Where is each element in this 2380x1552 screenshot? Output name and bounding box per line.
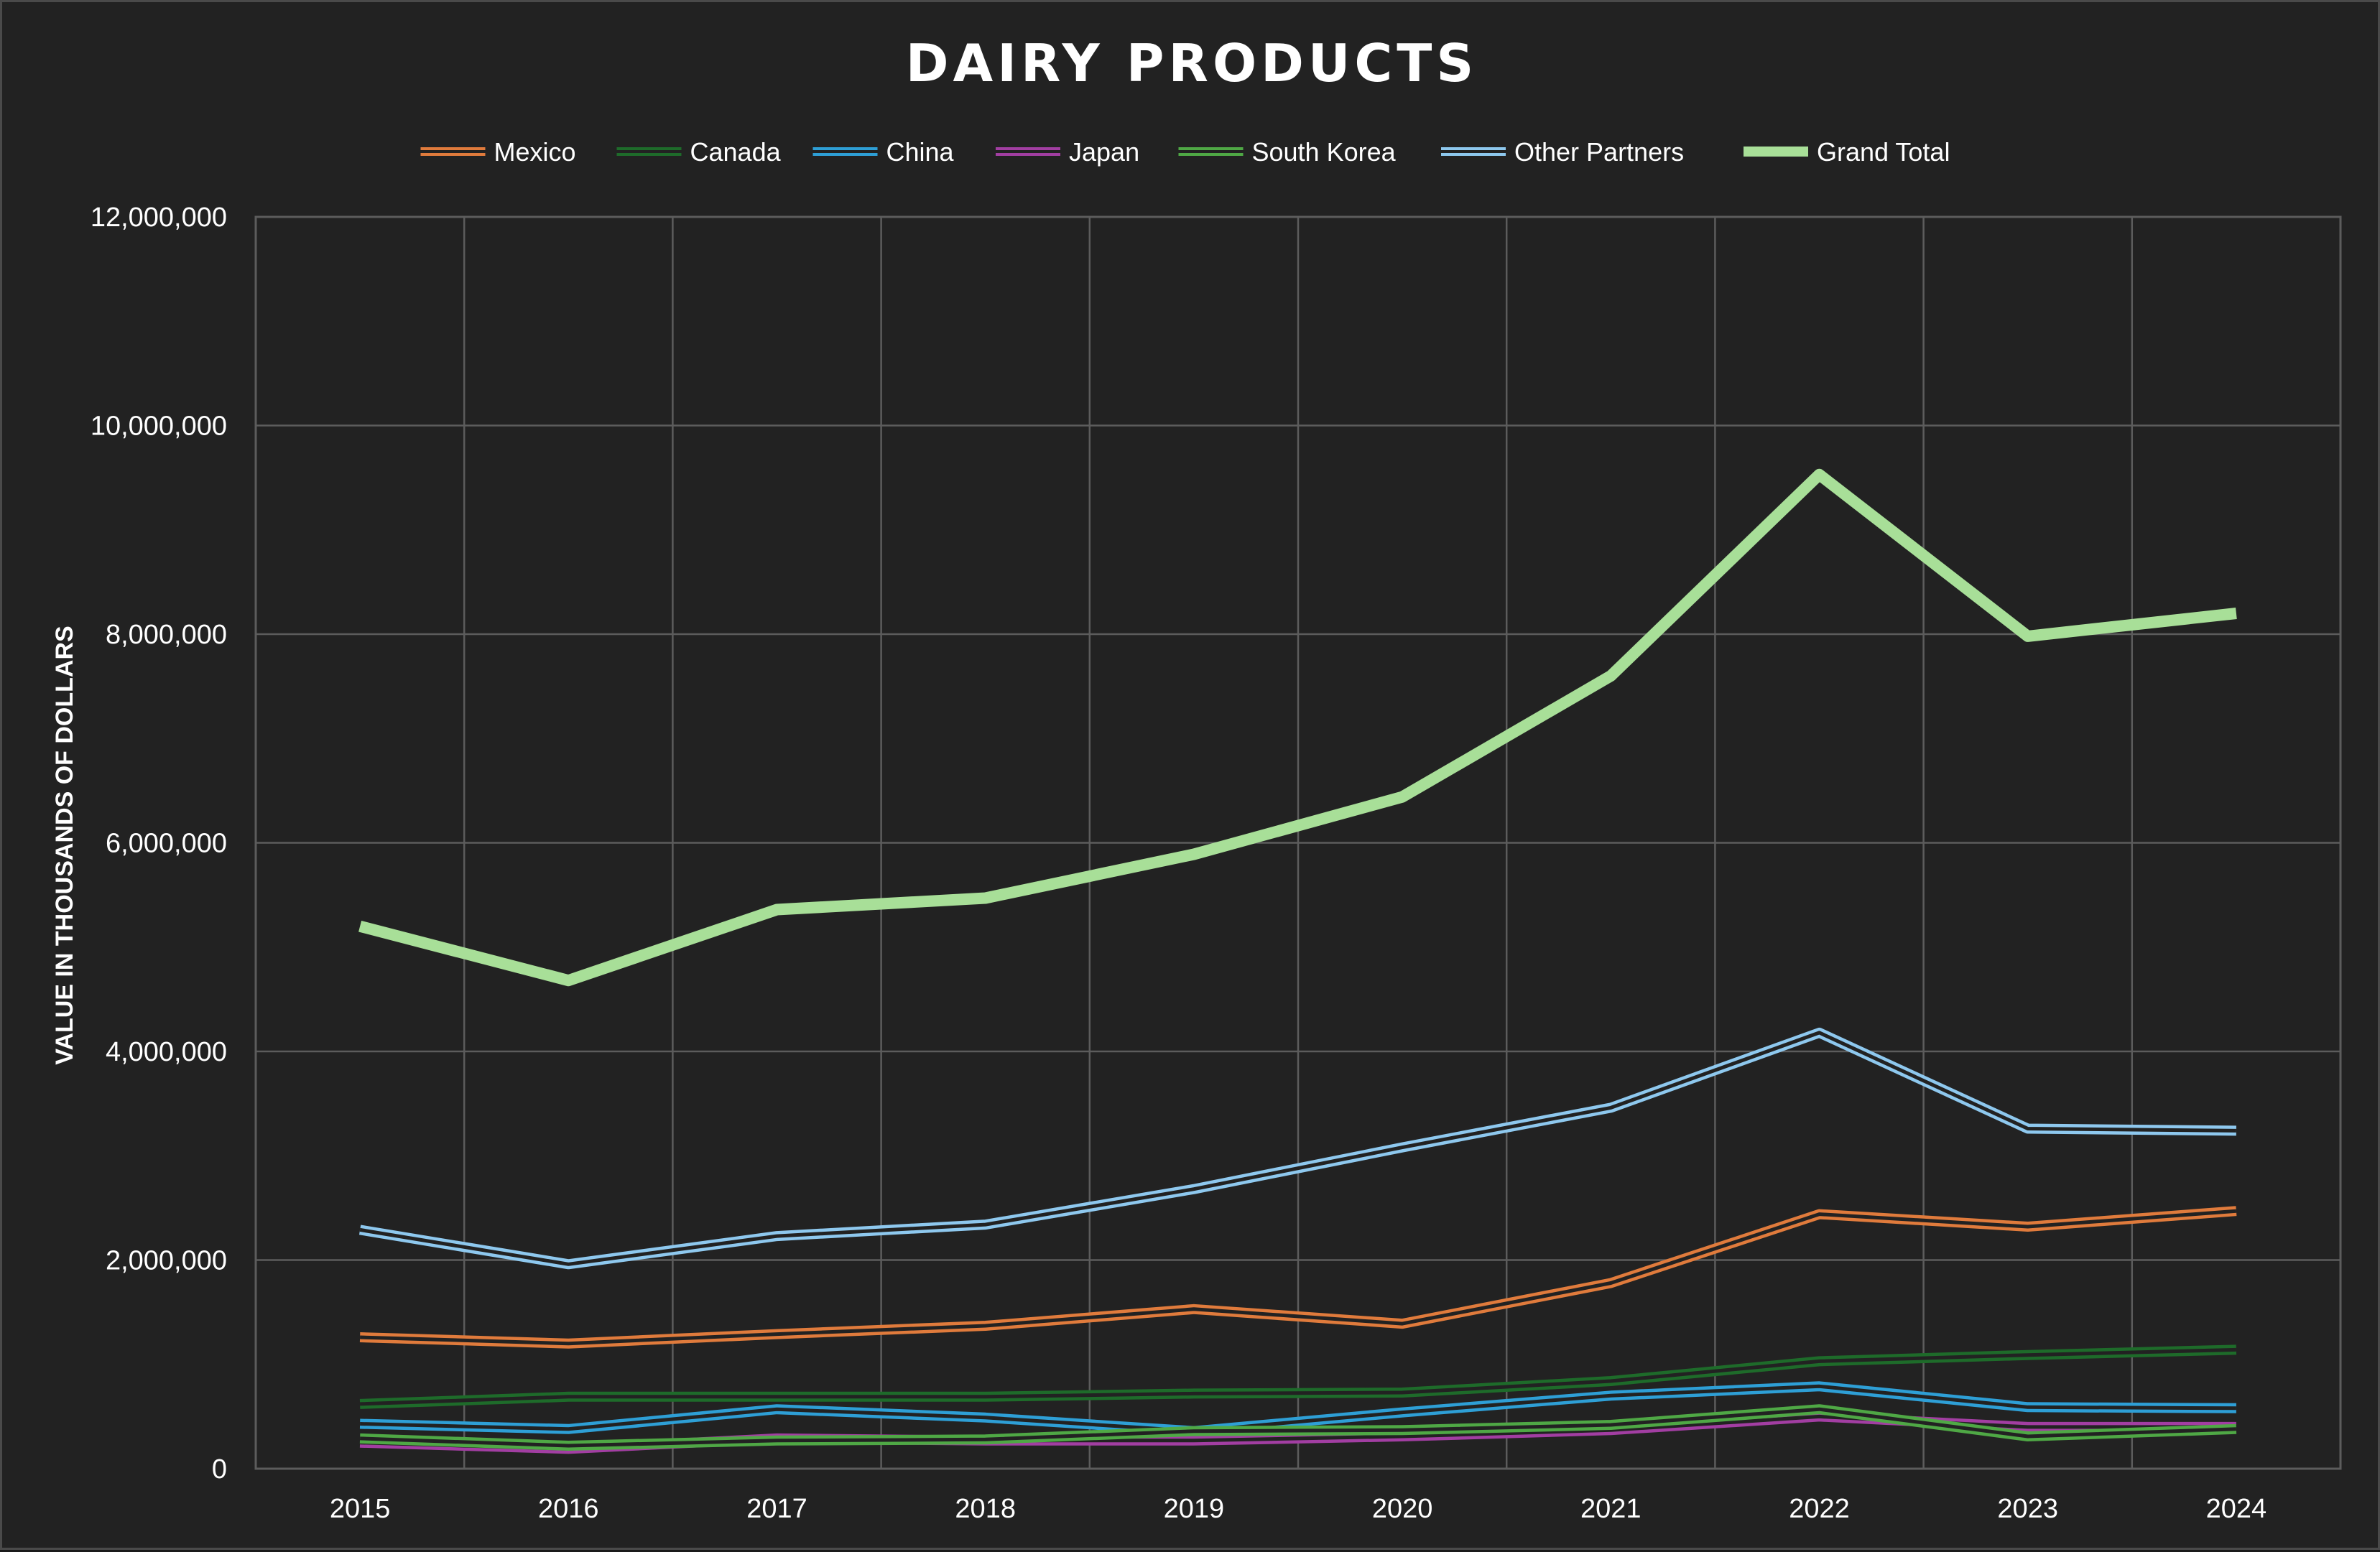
x-tick-label: 2020 xyxy=(1372,1494,1433,1524)
y-tick-label: 10,000,000 xyxy=(91,412,227,442)
legend-item-china: China xyxy=(812,137,955,167)
y-tick-label: 12,000,000 xyxy=(91,203,227,233)
x-tick-label: 2023 xyxy=(1997,1494,2058,1524)
legend-item-canada: Canada xyxy=(616,137,782,167)
x-axis-ticks: 2015 2016 2017 2018 2019 2020 2021 2022 2023 2024 xyxy=(330,1494,2266,1524)
chart-title: DAIRY PRODUCTS xyxy=(906,33,1478,93)
legend-label: Japan xyxy=(1069,137,1139,167)
x-tick-label: 2021 xyxy=(1580,1494,1642,1524)
y-tick-label: 6,000,000 xyxy=(106,829,227,859)
y-tick-label: 0 xyxy=(212,1454,227,1484)
x-tick-label: 2016 xyxy=(538,1494,599,1524)
series-line-inner-china xyxy=(360,1384,2236,1433)
series-china xyxy=(359,1381,2236,1436)
legend-label: China xyxy=(886,137,955,167)
legend: Mexico Canada China Japan South Korea Other P… xyxy=(420,137,1950,167)
x-tick-label: 2019 xyxy=(1164,1494,1225,1524)
series-line-inner-canada xyxy=(360,1347,2236,1406)
x-tick-label: 2022 xyxy=(1789,1494,1850,1524)
legend-item-japan: Japan xyxy=(996,137,1139,167)
y-axis-label: VALUE IN THOUSANDS OF DOLLARS xyxy=(51,626,78,1064)
series-line-inner-mexico xyxy=(360,1209,2237,1346)
series-grand-total xyxy=(358,468,2237,987)
legend-item-south-korea: South Korea xyxy=(1178,137,1397,167)
legend-label: Grand Total xyxy=(1817,137,1950,167)
y-tick-label: 8,000,000 xyxy=(106,620,227,650)
y-tick-label: 4,000,000 xyxy=(106,1037,227,1067)
grid xyxy=(254,215,2342,1470)
series-line-inner-other-partners xyxy=(359,1031,2236,1266)
legend-label: South Korea xyxy=(1252,137,1397,167)
x-tick-label: 2017 xyxy=(746,1494,807,1524)
legend-item-grand-total: Grand Total xyxy=(1744,137,1950,167)
y-tick-label: 2,000,000 xyxy=(106,1246,227,1276)
series-canada xyxy=(359,1344,2237,1409)
series-layer xyxy=(358,468,2237,1454)
x-tick-label: 2015 xyxy=(330,1494,391,1524)
legend-item-mexico: Mexico xyxy=(420,137,576,167)
series-line-inner-south-korea xyxy=(360,1407,2236,1448)
series-mexico xyxy=(359,1206,2237,1349)
legend-label: Mexico xyxy=(494,137,576,167)
y-axis-ticks: 0 2,000,000 4,000,000 6,000,000 8,000,000 10,… xyxy=(91,203,227,1484)
series-line-grand-total xyxy=(358,468,2237,987)
legend-item-other-partners: Other Partners xyxy=(1441,137,1684,167)
x-tick-label: 2018 xyxy=(955,1494,1016,1524)
series-south-korea xyxy=(359,1404,2237,1451)
series-other-partners xyxy=(358,1027,2236,1270)
legend-label: Other Partners xyxy=(1514,137,1684,167)
x-tick-label: 2024 xyxy=(2206,1494,2267,1524)
legend-label: Canada xyxy=(690,137,782,167)
